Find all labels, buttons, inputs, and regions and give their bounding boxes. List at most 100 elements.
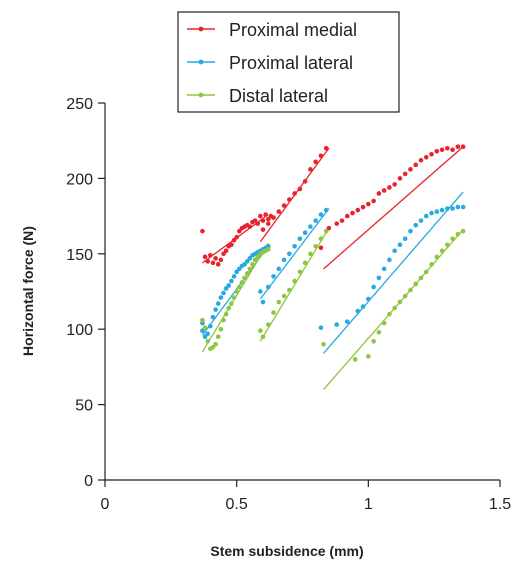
data-point-proximal-medial xyxy=(418,158,424,163)
data-point-distal-lateral xyxy=(247,266,253,272)
data-point-distal-lateral xyxy=(271,310,276,315)
fit-line-proximal-lateral xyxy=(323,191,464,354)
y-tick-label: 150 xyxy=(66,247,93,264)
data-point-proximal-lateral xyxy=(434,209,440,214)
data-point-proximal-lateral xyxy=(450,206,455,211)
data-point-proximal-medial xyxy=(260,218,266,223)
data-point-distal-lateral xyxy=(221,317,226,323)
x-tick-label: 1 xyxy=(364,496,373,513)
axes xyxy=(104,103,500,481)
data-point-proximal-lateral xyxy=(455,204,461,210)
ticks: 0 50 100 150 200 250 0 0.5 1 1.5 xyxy=(66,96,511,513)
data-point-distal-lateral xyxy=(210,344,216,350)
data-point-proximal-lateral xyxy=(223,286,229,291)
data-point-distal-lateral xyxy=(445,242,450,248)
x-axis-title: Stem subsidence (mm) xyxy=(210,543,363,559)
data-point-distal-lateral xyxy=(213,341,218,347)
data-point-proximal-medial xyxy=(334,221,340,226)
data-point-proximal-medial xyxy=(344,213,350,219)
data-point-proximal-medial xyxy=(263,212,268,217)
data-point-distal-lateral xyxy=(260,334,266,340)
data-point-proximal-medial xyxy=(339,218,345,223)
data-point-distal-lateral xyxy=(200,317,205,323)
data-point-proximal-medial xyxy=(434,148,440,154)
data-point-proximal-medial xyxy=(371,198,376,204)
data-point-distal-lateral xyxy=(215,334,221,340)
data-point-proximal-medial xyxy=(221,251,226,257)
data-point-proximal-medial xyxy=(366,201,371,207)
legend-label-proximal-lateral: Proximal lateral xyxy=(229,53,353,73)
data-point-distal-lateral xyxy=(265,246,271,252)
data-point-proximal-medial xyxy=(252,218,258,223)
data-point-distal-lateral xyxy=(223,311,229,317)
data-point-proximal-lateral xyxy=(260,299,266,305)
data-point-distal-lateral xyxy=(429,262,434,267)
data-point-proximal-lateral xyxy=(376,275,382,281)
data-point-proximal-medial xyxy=(397,176,403,181)
data-point-distal-lateral xyxy=(281,293,287,299)
data-point-proximal-medial xyxy=(200,228,205,234)
x-tick-label: 0 xyxy=(101,496,110,513)
data-point-distal-lateral xyxy=(237,284,242,290)
data-point-proximal-medial xyxy=(255,221,261,226)
y-axis-title: Horizontal force (N) xyxy=(20,226,36,356)
data-point-distal-lateral xyxy=(423,269,429,275)
data-point-proximal-medial xyxy=(229,242,234,248)
data-point-distal-lateral xyxy=(460,228,466,234)
data-point-proximal-lateral xyxy=(360,304,366,309)
data-point-proximal-lateral xyxy=(366,296,371,302)
data-point-proximal-lateral xyxy=(231,274,237,279)
data-point-proximal-medial xyxy=(439,147,445,153)
data-point-distal-lateral xyxy=(408,287,413,293)
legend-marker-distal-lateral xyxy=(198,92,204,98)
legend-label-distal-lateral: Distal lateral xyxy=(229,86,328,106)
data-point-distal-lateral xyxy=(205,338,210,344)
data-point-distal-lateral xyxy=(313,243,318,249)
data-point-distal-lateral xyxy=(255,254,261,260)
y-tick-label: 200 xyxy=(66,171,93,188)
data-point-proximal-lateral xyxy=(318,212,324,217)
data-point-proximal-medial xyxy=(234,234,239,240)
data-point-proximal-medial xyxy=(402,171,408,177)
data-point-distal-lateral xyxy=(297,269,303,275)
data-point-proximal-medial xyxy=(318,245,324,251)
data-point-proximal-lateral xyxy=(242,262,247,267)
data-point-proximal-medial xyxy=(392,182,397,187)
y-tick-label: 100 xyxy=(66,322,93,339)
data-point-distal-lateral xyxy=(387,311,392,317)
data-point-distal-lateral xyxy=(455,231,461,237)
data-point-distal-lateral xyxy=(321,341,326,347)
data-point-distal-lateral xyxy=(231,295,237,300)
data-point-proximal-lateral xyxy=(213,307,218,312)
data-point-distal-lateral xyxy=(308,251,313,257)
data-point-proximal-lateral xyxy=(247,256,253,261)
data-point-proximal-lateral xyxy=(392,248,397,254)
legend: Proximal medial Proximal lateral Distal … xyxy=(177,11,400,113)
data-point-proximal-medial xyxy=(413,162,419,168)
data-point-proximal-lateral xyxy=(297,236,303,242)
data-point-proximal-medial xyxy=(213,256,218,261)
data-point-distal-lateral xyxy=(242,275,247,281)
data-point-proximal-medial xyxy=(276,209,282,214)
data-point-proximal-lateral xyxy=(265,284,271,290)
data-point-proximal-medial xyxy=(350,210,355,216)
data-point-distal-lateral xyxy=(226,305,232,311)
data-point-distal-lateral xyxy=(371,338,376,344)
data-point-distal-lateral xyxy=(323,228,329,234)
data-point-proximal-lateral xyxy=(381,266,387,272)
y-tick-label: 50 xyxy=(75,398,93,415)
data-point-proximal-medial xyxy=(237,228,242,234)
data-point-proximal-lateral xyxy=(226,283,232,288)
data-point-distal-lateral xyxy=(302,260,308,266)
data-point-proximal-medial xyxy=(271,215,276,220)
data-point-distal-lateral xyxy=(287,287,292,293)
data-point-distal-lateral xyxy=(276,299,282,305)
data-point-proximal-medial xyxy=(326,225,332,231)
data-point-proximal-lateral xyxy=(210,314,216,320)
data-point-proximal-medial xyxy=(247,224,253,229)
data-point-proximal-lateral xyxy=(287,251,292,257)
data-point-proximal-lateral xyxy=(200,328,205,334)
data-point-proximal-medial xyxy=(218,257,224,263)
data-point-distal-lateral xyxy=(318,236,324,242)
